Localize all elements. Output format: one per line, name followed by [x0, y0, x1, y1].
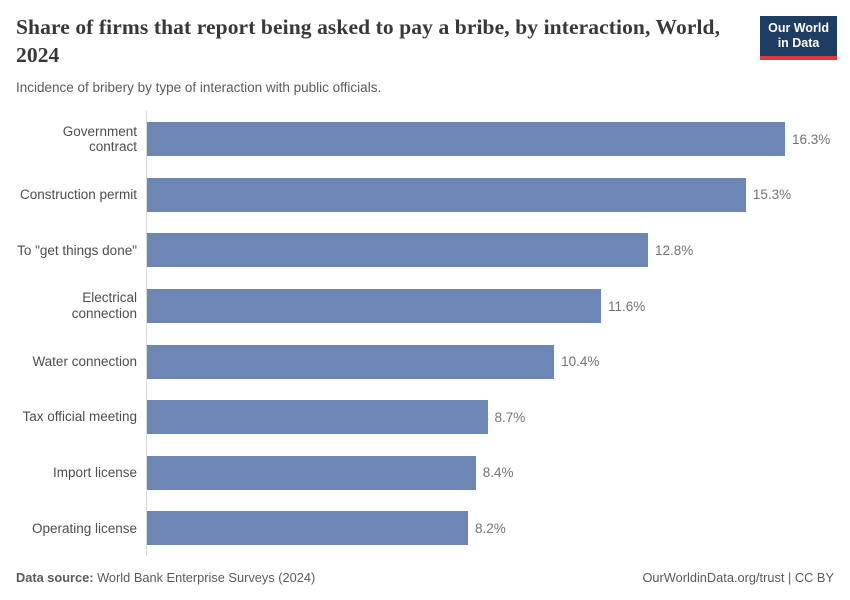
- bar[interactable]: [147, 289, 602, 323]
- value-label: 15.3%: [752, 187, 792, 203]
- category-label: Operating license: [31, 520, 137, 536]
- value-label: 12.8%: [655, 242, 694, 258]
- value-label: 8.2%: [474, 520, 506, 536]
- bar[interactable]: [147, 233, 648, 268]
- category-label: Tax official meeting: [22, 409, 137, 425]
- bar-row: Construction permit 15.3%: [16, 167, 834, 223]
- category-label: Construction permit: [19, 187, 137, 203]
- bar[interactable]: [147, 400, 488, 435]
- bar-track: 16.3%: [146, 111, 834, 168]
- bar-chart: Government contract 16.3% Construction p…: [16, 111, 834, 557]
- bar-row: Water connection 10.4%: [16, 333, 834, 390]
- category-label: Electrical connection: [71, 290, 137, 321]
- chart-footer: Data source: World Bank Enterprise Surve…: [16, 570, 834, 585]
- category-label: Water connection: [32, 353, 137, 369]
- chart-subtitle: Incidence of bribery by type of interact…: [16, 79, 382, 95]
- category-label: Government contract: [62, 123, 137, 155]
- value-label: 8.7%: [494, 409, 526, 425]
- bar-row: Government contract 16.3%: [16, 111, 834, 168]
- bar-track: 8.7%: [146, 389, 834, 445]
- value-label: 11.6%: [608, 298, 646, 314]
- data-source-label: Data source:: [16, 570, 94, 585]
- bar-track: 15.3%: [146, 167, 834, 223]
- category-label: Import license: [52, 465, 137, 481]
- bar-track: 11.6%: [146, 278, 834, 334]
- value-label: 10.4%: [561, 354, 600, 370]
- bar[interactable]: [147, 344, 555, 379]
- bar-track: 8.2%: [146, 500, 834, 557]
- credit-link[interactable]: OurWorldinData.org/trust | CC BY: [642, 570, 834, 585]
- value-label: 8.4%: [482, 465, 514, 481]
- bar-row: Electrical connection 11.6%: [16, 278, 834, 334]
- owid-logo-line2: in Data: [777, 36, 820, 51]
- bar[interactable]: [147, 122, 785, 157]
- bar-track: 12.8%: [146, 222, 834, 279]
- owid-logo[interactable]: Our World in Data: [760, 16, 837, 60]
- owid-logo-line1: Our World: [768, 21, 829, 35]
- data-source-value: World Bank Enterprise Surveys (2024): [93, 570, 316, 585]
- bar-track: 10.4%: [146, 333, 834, 390]
- bar-row: Tax official meeting 8.7%: [16, 389, 834, 445]
- bar[interactable]: [147, 511, 468, 546]
- chart-title: Share of firms that report being asked t…: [16, 15, 721, 67]
- bar[interactable]: [147, 455, 476, 490]
- bar-track: 8.4%: [146, 444, 834, 501]
- chart-header: Share of firms that report being asked t…: [16, 14, 837, 96]
- category-label: To "get things done": [17, 242, 137, 258]
- bar[interactable]: [147, 177, 746, 212]
- bar-row: To "get things done" 12.8%: [16, 222, 834, 279]
- data-source: Data source: World Bank Enterprise Surve…: [16, 570, 315, 585]
- bar-row: Import license 8.4%: [16, 444, 834, 501]
- bar-row: Operating license 8.2%: [16, 500, 834, 557]
- value-label: 16.3%: [792, 131, 831, 147]
